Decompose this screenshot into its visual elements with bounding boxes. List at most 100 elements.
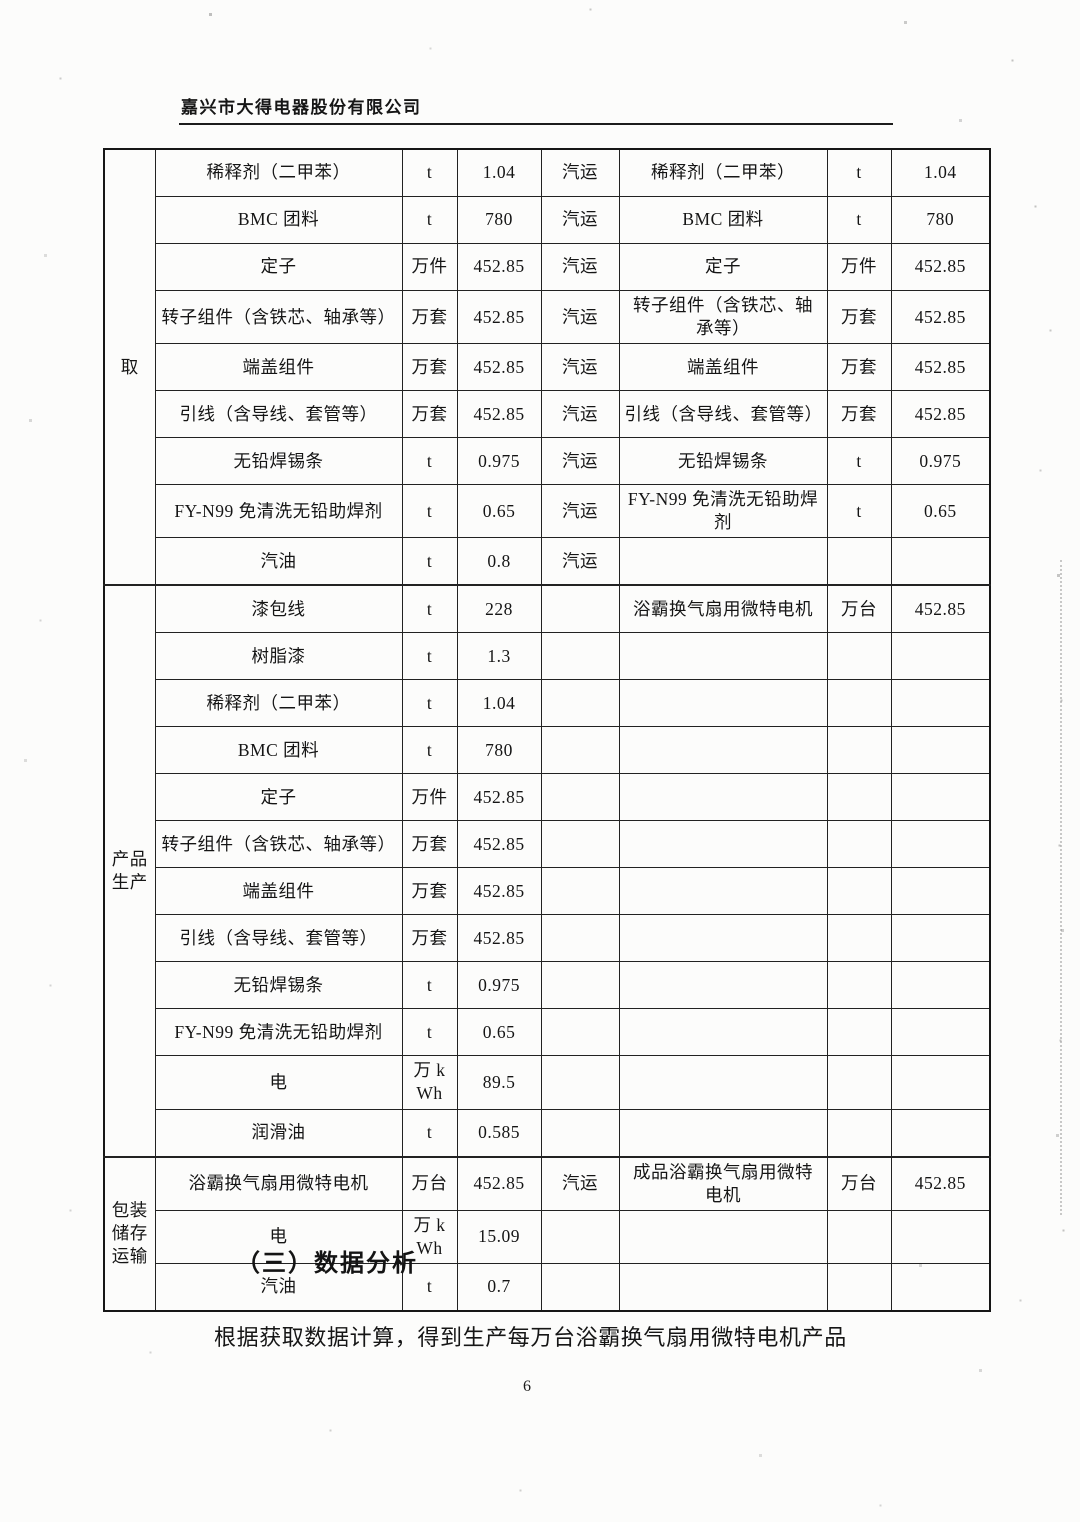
table-cell-unit-right: 万套	[826, 390, 892, 439]
table-row: 转子组件（含铁芯、轴承等） 万套 452.85	[104, 820, 991, 869]
table-cell-quantity: 0.585	[456, 1108, 542, 1158]
table-cell-quantity-right	[890, 632, 991, 681]
table-cell-material: 电	[154, 1055, 403, 1110]
table-row: 树脂漆 t 1.3	[104, 632, 991, 681]
page-number: 6	[523, 1378, 531, 1395]
table-cell-quantity-right	[890, 537, 991, 586]
table-cell-quantity: 452.85	[456, 243, 542, 291]
table-cell-material-right	[618, 1262, 828, 1312]
table-cell-material: 定子	[154, 243, 403, 291]
table-row: 稀释剂（二甲苯） t 1.04	[104, 679, 991, 728]
table-cell-material-right	[618, 1108, 828, 1158]
table-cell-quantity: 0.975	[456, 961, 542, 1010]
table-cell-quantity-right: 0.975	[890, 437, 991, 486]
table-cell-quantity-right	[890, 726, 991, 775]
table-cell-quantity-right	[890, 914, 991, 963]
table-cell-transport: 汽运	[540, 148, 620, 197]
table-cell-material: 无铅焊锡条	[154, 437, 403, 486]
table-cell-unit: 万套	[401, 289, 458, 345]
table-cell-material-right: 定子	[618, 243, 828, 291]
table-cell-unit-right: 万件	[826, 243, 892, 291]
table-row: 端盖组件 万套 452.85 汽运 端盖组件 万套 452.85	[104, 343, 991, 392]
table-cell-quantity-right: 780	[890, 196, 991, 244]
table-cell-unit-right	[826, 1008, 892, 1057]
table-cell-transport: 汽运	[540, 1155, 620, 1211]
table-cell-unit-right	[826, 726, 892, 775]
table-cell-quantity: 0.65	[456, 1008, 542, 1057]
table-cell-quantity: 1.3	[456, 632, 542, 681]
table-cell-unit: 万套	[401, 390, 458, 439]
table-cell-unit-right: 万台	[826, 1155, 892, 1211]
table-cell-material-right	[618, 867, 828, 916]
table-row: 汽油 t 0.7	[104, 1262, 991, 1312]
category-line: 储存	[111, 1223, 148, 1244]
table-cell-transport: 汽运	[540, 343, 620, 392]
table-cell-unit-right	[826, 632, 892, 681]
category-line: 运输	[111, 1246, 148, 1267]
table-cell-transport: 汽运	[540, 243, 620, 291]
table-row: BMC 团料 t 780	[104, 726, 991, 775]
category-line: 取	[120, 356, 139, 377]
table-cell-quantity: 228	[456, 584, 542, 634]
table-cell-material-right	[618, 537, 828, 586]
table-cell-quantity: 452.85	[456, 390, 542, 439]
table-cell-material: 定子	[154, 773, 403, 822]
table-cell-unit-right	[826, 867, 892, 916]
table-row: 引线（含导线、套管等） 万套 452.85	[104, 914, 991, 963]
table-cell-quantity-right	[890, 1262, 991, 1312]
table-cell-material: 汽油	[154, 537, 403, 586]
table-cell-quantity: 89.5	[456, 1055, 542, 1110]
table-row: 无铅焊锡条 t 0.975	[104, 961, 991, 1010]
table-cell-quantity: 452.85	[456, 820, 542, 869]
table-cell-material-right	[618, 726, 828, 775]
table-cell-material: 浴霸换气扇用微特电机	[154, 1155, 403, 1211]
table-cell-quantity-right	[890, 867, 991, 916]
table-cell-material-right: 端盖组件	[618, 343, 828, 392]
table-cell-material: 无铅焊锡条	[154, 961, 403, 1010]
table-cell-quantity: 452.85	[456, 1155, 542, 1211]
table-row: BMC 团料 t 780 汽运 BMC 团料 t 780	[104, 196, 991, 244]
table-cell-quantity-right	[890, 773, 991, 822]
table-cell-unit-right	[826, 820, 892, 869]
table-cell-quantity: 0.65	[456, 484, 542, 539]
table-cell-unit-right	[826, 1262, 892, 1312]
table-cell-unit: t	[401, 537, 458, 586]
table-cell-unit-right: 万套	[826, 289, 892, 345]
table-cell-transport	[540, 914, 620, 963]
table-cell-material: 引线（含导线、套管等）	[154, 914, 403, 963]
category-line: 包装	[111, 1200, 148, 1221]
table-cell-unit: t	[401, 437, 458, 486]
table-cell-unit-right: 万套	[826, 343, 892, 392]
table-cell-unit-right	[826, 773, 892, 822]
table-cell-material: 转子组件（含铁芯、轴承等）	[154, 289, 403, 345]
table-cell-unit: 万 kWh	[401, 1209, 458, 1264]
table-cell-transport	[540, 867, 620, 916]
table-cell-quantity-right: 452.85	[890, 584, 991, 634]
table-cell-material-right: 浴霸换气扇用微特电机	[618, 584, 828, 634]
table-row: 润滑油 t 0.585	[104, 1108, 991, 1158]
table-section-category: 包装 储存 运输	[103, 1155, 156, 1312]
table-row: FY-N99 免清洗无铅助焊剂 t 0.65 汽运 FY-N99 免清洗无铅助焊剂 t 0.…	[104, 484, 991, 539]
table-cell-quantity-right: 1.04	[890, 148, 991, 197]
table-cell-unit: 万套	[401, 914, 458, 963]
category-line: 生产	[111, 871, 148, 892]
table-cell-quantity-right	[890, 679, 991, 728]
table-cell-unit: t	[401, 484, 458, 539]
table-cell-quantity-right	[890, 820, 991, 869]
table-cell-unit-right: t	[826, 196, 892, 244]
table-cell-unit: t	[401, 1262, 458, 1312]
table-cell-quantity-right: 452.85	[890, 343, 991, 392]
table-cell-unit: 万套	[401, 343, 458, 392]
table-cell-unit: 万套	[401, 820, 458, 869]
table-cell-quantity-right: 452.85	[890, 1155, 991, 1211]
table-cell-material: 转子组件（含铁芯、轴承等）	[154, 820, 403, 869]
table-cell-material-right	[618, 773, 828, 822]
table-row: 引线（含导线、套管等） 万套 452.85 汽运 引线（含导线、套管等） 万套 452.85	[104, 390, 991, 439]
table-cell-material-right: 转子组件（含铁芯、轴承等）	[618, 289, 828, 345]
table-cell-transport: 汽运	[540, 196, 620, 244]
table-cell-quantity-right	[890, 1108, 991, 1158]
table-cell-material-right	[618, 914, 828, 963]
table-cell-transport	[540, 726, 620, 775]
section-heading: （三）数据分析	[236, 1250, 418, 1277]
table-cell-quantity: 452.85	[456, 343, 542, 392]
